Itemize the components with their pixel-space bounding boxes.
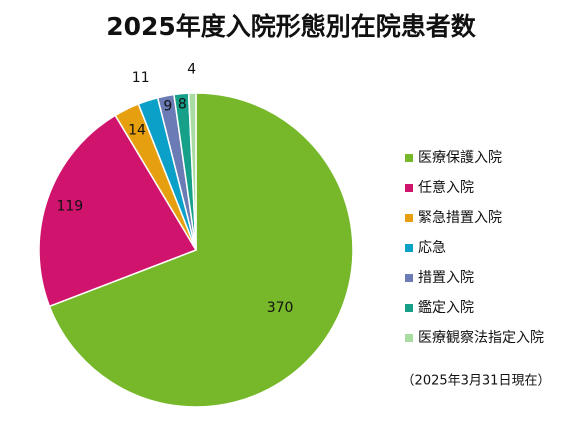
chart-title: 2025年度入院形態別在院患者数 [106, 12, 477, 41]
data-label: 9 [163, 99, 172, 115]
legend-label: 緊急措置入院 [418, 210, 502, 226]
legend-label: 任意入院 [418, 179, 474, 196]
legend-swatch [405, 184, 413, 192]
legend-label: 応急 [418, 240, 446, 256]
legend-swatch [405, 334, 413, 342]
pie-slice [48, 92, 354, 408]
pie-slice [187, 92, 197, 251]
data-label: 370 [267, 300, 294, 316]
legend-label: 医療保護入院 [418, 149, 502, 166]
pie-slice [38, 114, 198, 308]
data-label: 8 [178, 97, 187, 113]
note: （2025年3月31日現在） [402, 374, 551, 389]
legend-swatch [405, 154, 413, 162]
legend-label: 鑑定入院 [418, 299, 474, 316]
data-label: 119 [56, 199, 83, 215]
legend-label: 措置入院 [418, 270, 474, 286]
data-label: 4 [187, 61, 196, 77]
legend-label: 医療観察法指定入院 [418, 329, 544, 346]
data-label: 11 [132, 70, 150, 86]
legend-swatch [405, 304, 413, 312]
legend-swatch [405, 214, 413, 222]
data-label: 14 [128, 122, 146, 138]
legend-swatch [405, 244, 413, 252]
legend-swatch [405, 274, 413, 282]
